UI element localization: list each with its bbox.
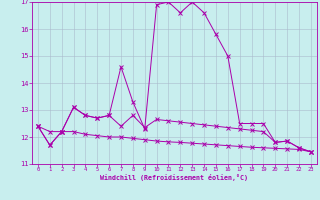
X-axis label: Windchill (Refroidissement éolien,°C): Windchill (Refroidissement éolien,°C) bbox=[100, 174, 248, 181]
